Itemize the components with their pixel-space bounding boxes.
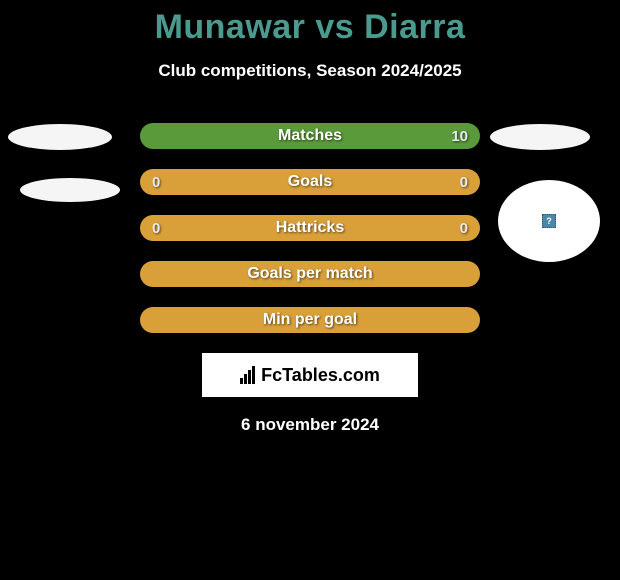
stat-label: Hattricks bbox=[276, 219, 344, 237]
stat-row: 0 Goals 0 bbox=[140, 169, 480, 195]
decor-ellipse-left-1 bbox=[8, 124, 112, 150]
stat-row: 0 Hattricks 0 bbox=[140, 215, 480, 241]
logo: FcTables.com bbox=[240, 365, 380, 386]
stat-label: Min per goal bbox=[263, 311, 357, 329]
decor-ellipse-left-2 bbox=[20, 178, 120, 202]
stat-right-value: 0 bbox=[460, 174, 468, 191]
page-title: Munawar vs Diarra bbox=[0, 8, 620, 47]
placeholder-icon: ? bbox=[542, 214, 556, 228]
stat-row: Goals per match bbox=[140, 261, 480, 287]
stat-label: Goals bbox=[288, 173, 332, 191]
page-subtitle: Club competitions, Season 2024/2025 bbox=[0, 61, 620, 81]
stat-right-value: 10 bbox=[451, 128, 468, 145]
stat-row: Matches 10 bbox=[140, 123, 480, 149]
logo-bars-icon bbox=[240, 366, 255, 384]
logo-text: FcTables.com bbox=[261, 365, 380, 386]
decor-circle-right: ? bbox=[498, 180, 600, 262]
stat-left-value: 0 bbox=[152, 174, 160, 191]
stat-row: Min per goal bbox=[140, 307, 480, 333]
date-text: 6 november 2024 bbox=[0, 415, 620, 435]
logo-box: FcTables.com bbox=[202, 353, 418, 397]
stat-right-value: 0 bbox=[460, 220, 468, 237]
stat-label: Goals per match bbox=[247, 265, 372, 283]
stat-label: Matches bbox=[278, 127, 342, 145]
stat-left-value: 0 bbox=[152, 220, 160, 237]
decor-ellipse-right-1 bbox=[490, 124, 590, 150]
